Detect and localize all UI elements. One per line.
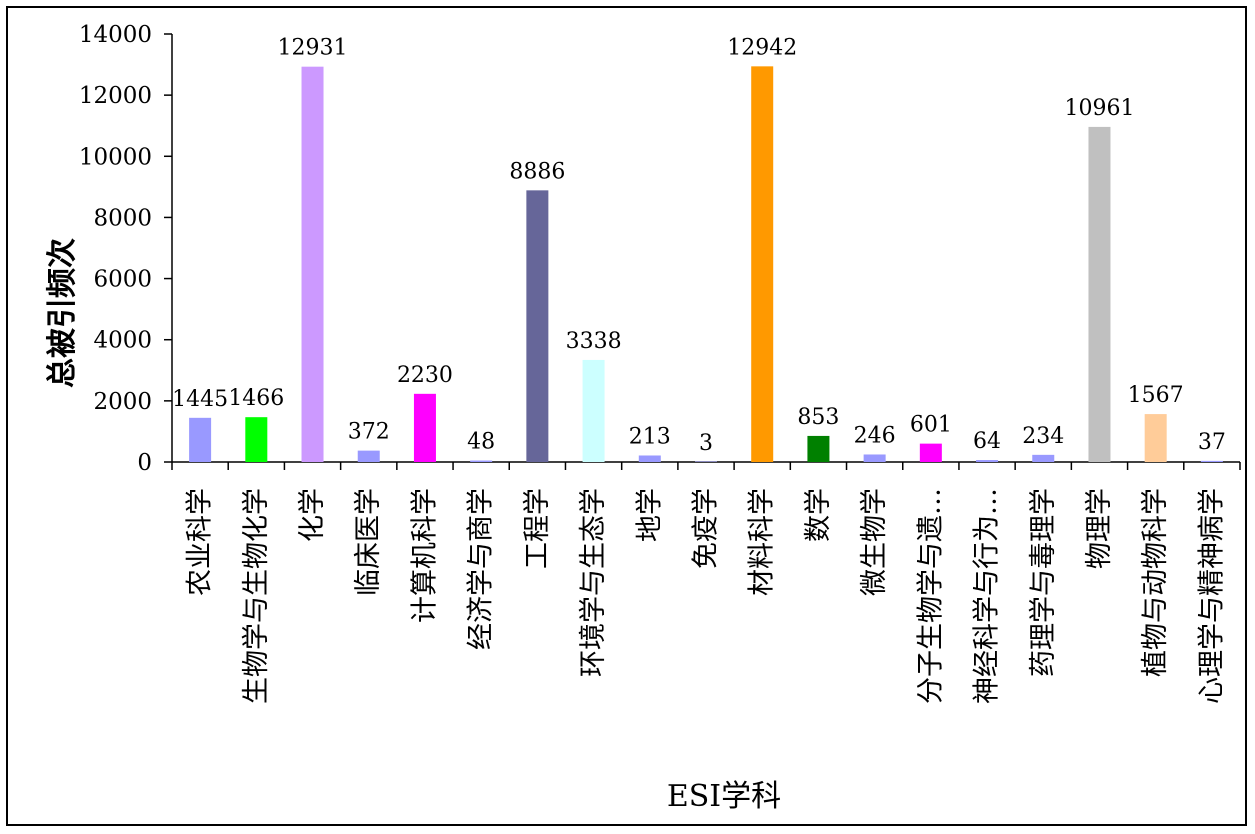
data-label: 246 [854, 423, 896, 448]
y-tick-label: 10000 [79, 144, 152, 170]
bar [301, 66, 324, 463]
category-label: 工程学 [522, 488, 553, 569]
category-label: 临床医学 [353, 488, 384, 596]
data-label: 1445 [172, 387, 228, 412]
data-label: 853 [797, 405, 839, 430]
category-label: 材料科学 [747, 488, 778, 596]
x-axis-title: ESI学科 [667, 779, 781, 814]
category-label: 微生物学 [859, 488, 890, 596]
data-label: 1567 [1128, 383, 1184, 408]
y-axis: 0 2000 4000 6000 8000 10000 12000 14000 [79, 22, 173, 476]
category-label: 数学 [803, 488, 834, 542]
data-label: 8886 [509, 159, 565, 184]
category-label: 免疫学 [691, 488, 722, 569]
y-axis-title: 总被引频次 [45, 238, 80, 388]
bar [976, 460, 999, 462]
bar [695, 461, 717, 462]
bar [751, 66, 774, 462]
data-label: 37 [1198, 430, 1226, 455]
data-label: 12942 [727, 35, 797, 60]
bar [807, 435, 830, 462]
chart-frame [6, 6, 1247, 826]
data-label: 64 [973, 429, 1001, 454]
y-tick-label: 14000 [79, 22, 152, 48]
bar [582, 359, 605, 462]
data-label: 601 [910, 413, 952, 438]
bars [189, 66, 1223, 463]
x-axis [171, 461, 1241, 470]
bar [1200, 460, 1223, 462]
category-label: 农业科学 [185, 488, 216, 596]
y-tick-label: 0 [137, 450, 152, 476]
category-label: 植物与动物科学 [1140, 488, 1171, 677]
category-label: 生物学与生物化学 [241, 488, 272, 704]
category-label: 神经科学与行为… [972, 488, 1003, 704]
bar [245, 417, 268, 462]
data-label: 372 [348, 420, 390, 445]
bar [638, 455, 661, 462]
category-label: 环境学与生态学 [578, 488, 609, 677]
category-label: 物理学 [1084, 488, 1115, 569]
data-label: 12931 [278, 36, 348, 61]
data-label: 10961 [1064, 96, 1134, 121]
bar [413, 393, 436, 462]
y-tick-label: 12000 [79, 83, 152, 109]
data-label: 2230 [397, 363, 453, 388]
y-tick-label: 6000 [93, 267, 152, 293]
category-label: 地学 [634, 488, 665, 542]
category-label: 分子生物学与遗… [915, 488, 946, 704]
y-tick-label: 4000 [93, 328, 152, 354]
category-label: 心理学与精神病学 [1196, 488, 1227, 704]
data-label: 234 [1022, 424, 1064, 449]
bar [526, 190, 549, 462]
bar [189, 417, 212, 462]
data-label: 213 [629, 424, 671, 449]
data-label: 3 [699, 431, 713, 456]
data-label: 1466 [228, 386, 284, 411]
data-label: 48 [467, 430, 495, 455]
category-label: 化学 [297, 488, 328, 542]
category-label: 经济学与商学 [466, 488, 497, 650]
bar [1088, 126, 1111, 463]
y-tick-label: 2000 [93, 389, 152, 415]
data-labels: 1445 1466 12931 372 2230 48 8886 3338 213 3 12942 8… [172, 35, 1226, 456]
bar [357, 450, 380, 462]
y-tick-label: 8000 [93, 205, 152, 231]
bar [470, 460, 493, 462]
category-label: 药理学与毒理学 [1028, 488, 1059, 677]
bar [1144, 414, 1167, 462]
category-label: 计算机科学 [409, 488, 440, 623]
bar [863, 454, 886, 462]
bar [919, 443, 942, 462]
bar [1032, 454, 1055, 462]
category-labels: 农业科学 生物学与生物化学 化学 临床医学 计算机科学 经济学与商学 工程学 环境学与生态学地… [185, 488, 1228, 704]
data-label: 3338 [566, 329, 622, 354]
